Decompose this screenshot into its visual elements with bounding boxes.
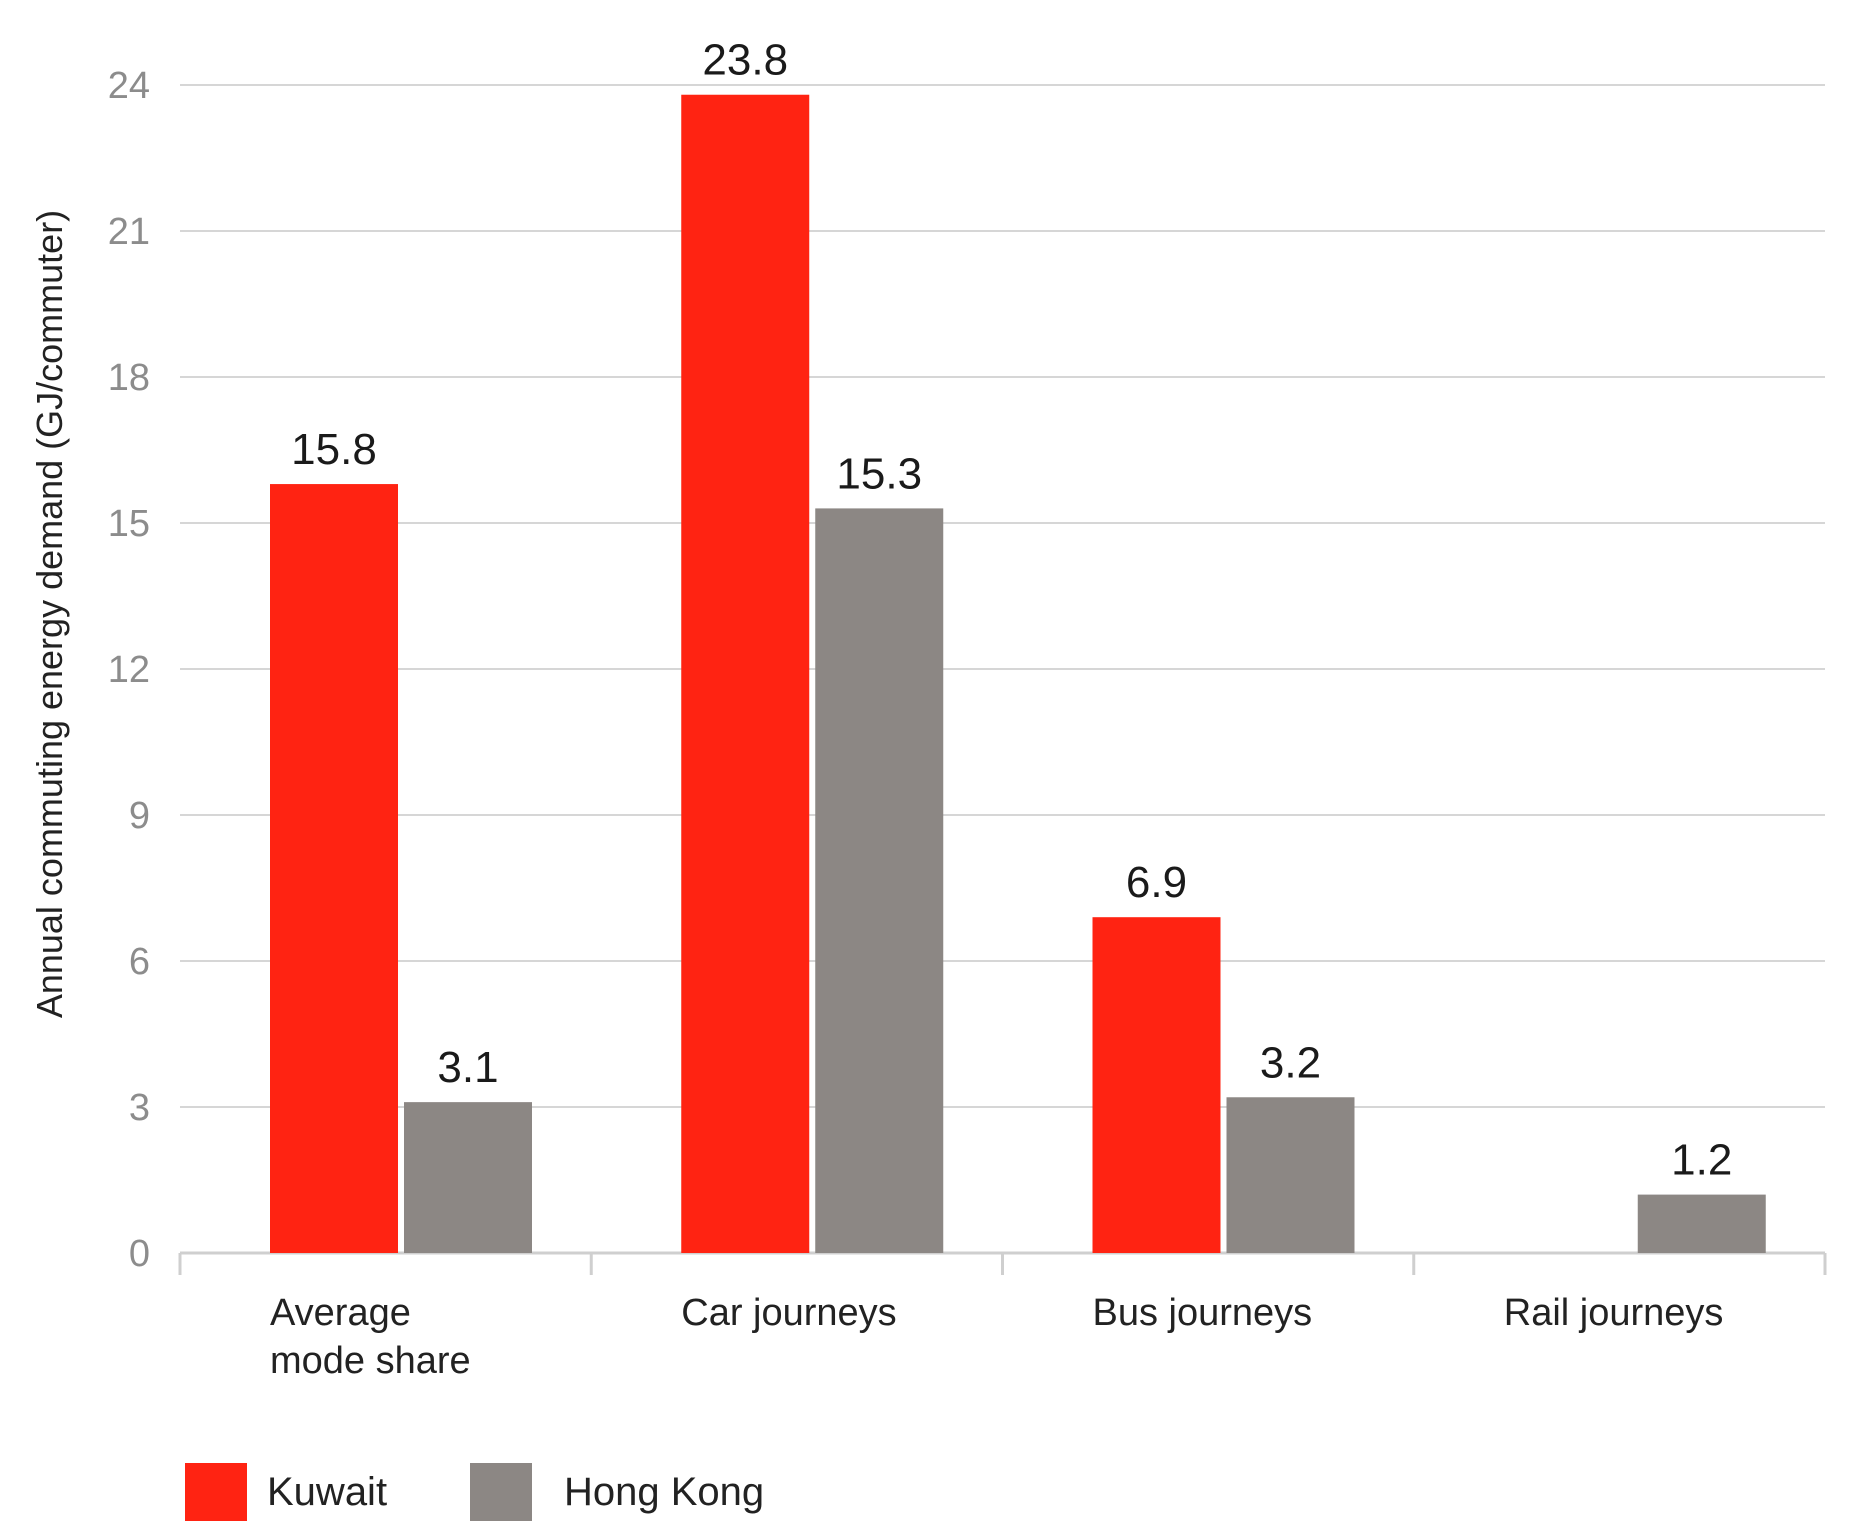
- y-tick-label: 24: [108, 65, 150, 107]
- category-label: Bus journeys: [1093, 1292, 1313, 1334]
- bar-kuwait: [270, 484, 398, 1254]
- category-label: Rail journeys: [1504, 1292, 1724, 1334]
- y-tick-label: 0: [129, 1233, 150, 1275]
- y-tick-label: 9: [129, 795, 150, 837]
- bar-hong-kong: [815, 508, 944, 1253]
- y-tick-label: 12: [108, 649, 150, 691]
- category-label-line: Car journeys: [681, 1292, 896, 1334]
- gridlines: [180, 84, 1825, 1108]
- bar-hong-kong: [404, 1102, 532, 1253]
- y-tick-label: 18: [108, 357, 150, 399]
- data-labels: 15.8 3.1 23.8 15.3 6.9 3.2 1.2: [291, 36, 1732, 1185]
- category-label-line: Bus journeys: [1093, 1292, 1313, 1334]
- data-label: 15.3: [836, 449, 922, 498]
- category-labels: Average mode share Car journeys Bus journey…: [270, 1292, 1723, 1382]
- y-tick-label: 21: [108, 211, 150, 253]
- legend-swatch-kuwait: [185, 1463, 247, 1521]
- bars: [270, 94, 1766, 1254]
- category-label: Car journeys: [681, 1292, 896, 1334]
- bar-kuwait: [1092, 917, 1221, 1253]
- bar-kuwait: [681, 94, 810, 1254]
- data-label: 1.2: [1671, 1136, 1732, 1185]
- category-label-line: mode share: [270, 1340, 471, 1382]
- y-tick-label: 3: [129, 1087, 150, 1129]
- data-label: 6.9: [1126, 858, 1187, 907]
- y-axis-title: Annual commuting energy demand (GJ/commu…: [29, 210, 70, 1018]
- legend-label-kuwait: Kuwait: [267, 1470, 387, 1514]
- x-axis: [178, 1251, 1827, 1275]
- category-label-line: Average: [270, 1292, 411, 1334]
- data-label: 3.1: [437, 1043, 498, 1092]
- y-axis-ticks: 0 3 6 9 12 15 18 21 24: [108, 65, 150, 1275]
- y-tick-label: 15: [108, 503, 150, 545]
- data-label: 3.2: [1260, 1038, 1321, 1087]
- category-label: Average mode share: [270, 1292, 471, 1382]
- bar-hong-kong: [1226, 1097, 1355, 1253]
- data-label: 15.8: [291, 425, 377, 474]
- legend-swatch-hong-kong: [470, 1463, 532, 1521]
- data-label: 23.8: [702, 36, 788, 85]
- y-tick-label: 6: [129, 941, 150, 983]
- bar-hong-kong: [1637, 1194, 1766, 1253]
- legend-label-hong-kong: Hong Kong: [564, 1470, 764, 1514]
- category-label-line: Rail journeys: [1504, 1292, 1724, 1334]
- legend: Kuwait Hong Kong: [185, 1463, 764, 1521]
